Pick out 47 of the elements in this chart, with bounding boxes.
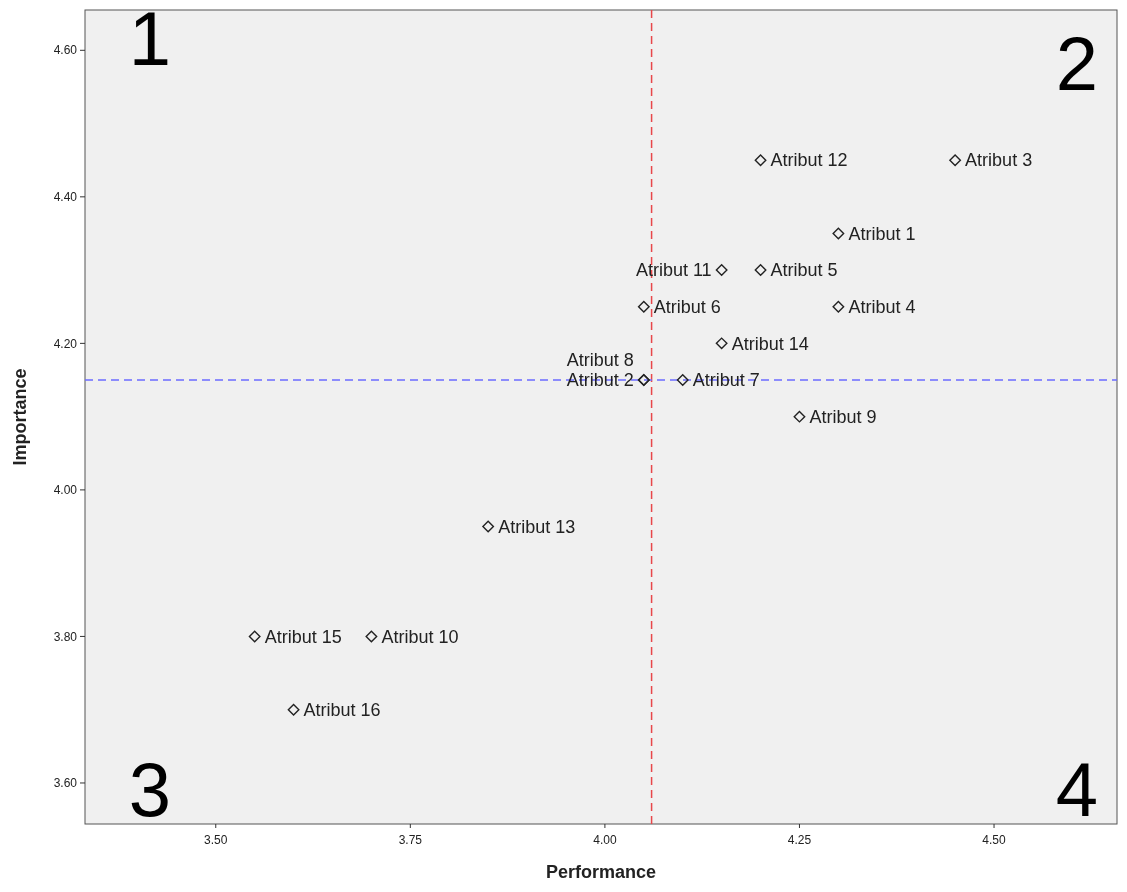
annotation: 1 [128, 0, 172, 81]
point [754, 264, 767, 277]
y-tick-label: 3.60 [53, 776, 78, 791]
point [365, 630, 378, 643]
annotation: Atribut 9 [809, 406, 877, 427]
annotation: 2 [1055, 21, 1099, 106]
annotation: Atribut 13 [498, 516, 576, 537]
annotation: Atribut 5 [770, 260, 838, 281]
y-tick-label: 4.60 [53, 43, 78, 58]
x-tick-label: 4.00 [593, 833, 617, 847]
annotation: Atribut 7 [692, 370, 760, 391]
annotation: 4 [1055, 747, 1099, 832]
x-tick-label: 3.50 [204, 833, 228, 847]
annotation: Atribut 4 [848, 297, 916, 318]
annotation: Atribut 1 [848, 223, 916, 244]
annotation: Atribut 16 [303, 700, 381, 720]
point [637, 300, 650, 313]
annotation: Atribut 6 [653, 297, 721, 318]
annotation: Atribut 2 [566, 370, 634, 391]
x-tick-label: 3.75 [398, 833, 423, 847]
annotation: Atribut 8 [566, 350, 634, 371]
y-tick-label: 3.80 [53, 629, 78, 644]
point [949, 154, 962, 167]
x-axis-title: Performance [545, 862, 657, 882]
x-tick-label: 4.50 [982, 833, 1007, 847]
annotation: Atribut 10 [381, 626, 459, 647]
annotation: Atribut 15 [264, 626, 342, 647]
point [482, 520, 495, 533]
point [832, 227, 845, 240]
y-tick-label: 4.40 [53, 190, 78, 205]
x-tick-label: 4.25 [787, 833, 812, 847]
point [754, 154, 767, 167]
point [287, 703, 300, 716]
point [715, 264, 728, 277]
y-tick-label: 4.00 [53, 483, 78, 498]
point [676, 374, 689, 386]
annotation: Atribut 11 [635, 260, 712, 281]
point [715, 337, 728, 350]
y-tick-label: 4.20 [53, 336, 78, 351]
point [793, 410, 806, 423]
point [248, 630, 261, 643]
annotation: Atribut 3 [965, 150, 1033, 171]
annotation: 3 [128, 747, 172, 832]
point [832, 300, 845, 313]
annotation: Atribut 14 [731, 333, 809, 354]
annotation: Atribut 12 [770, 150, 848, 171]
y-axis-title: Importance [10, 368, 30, 466]
